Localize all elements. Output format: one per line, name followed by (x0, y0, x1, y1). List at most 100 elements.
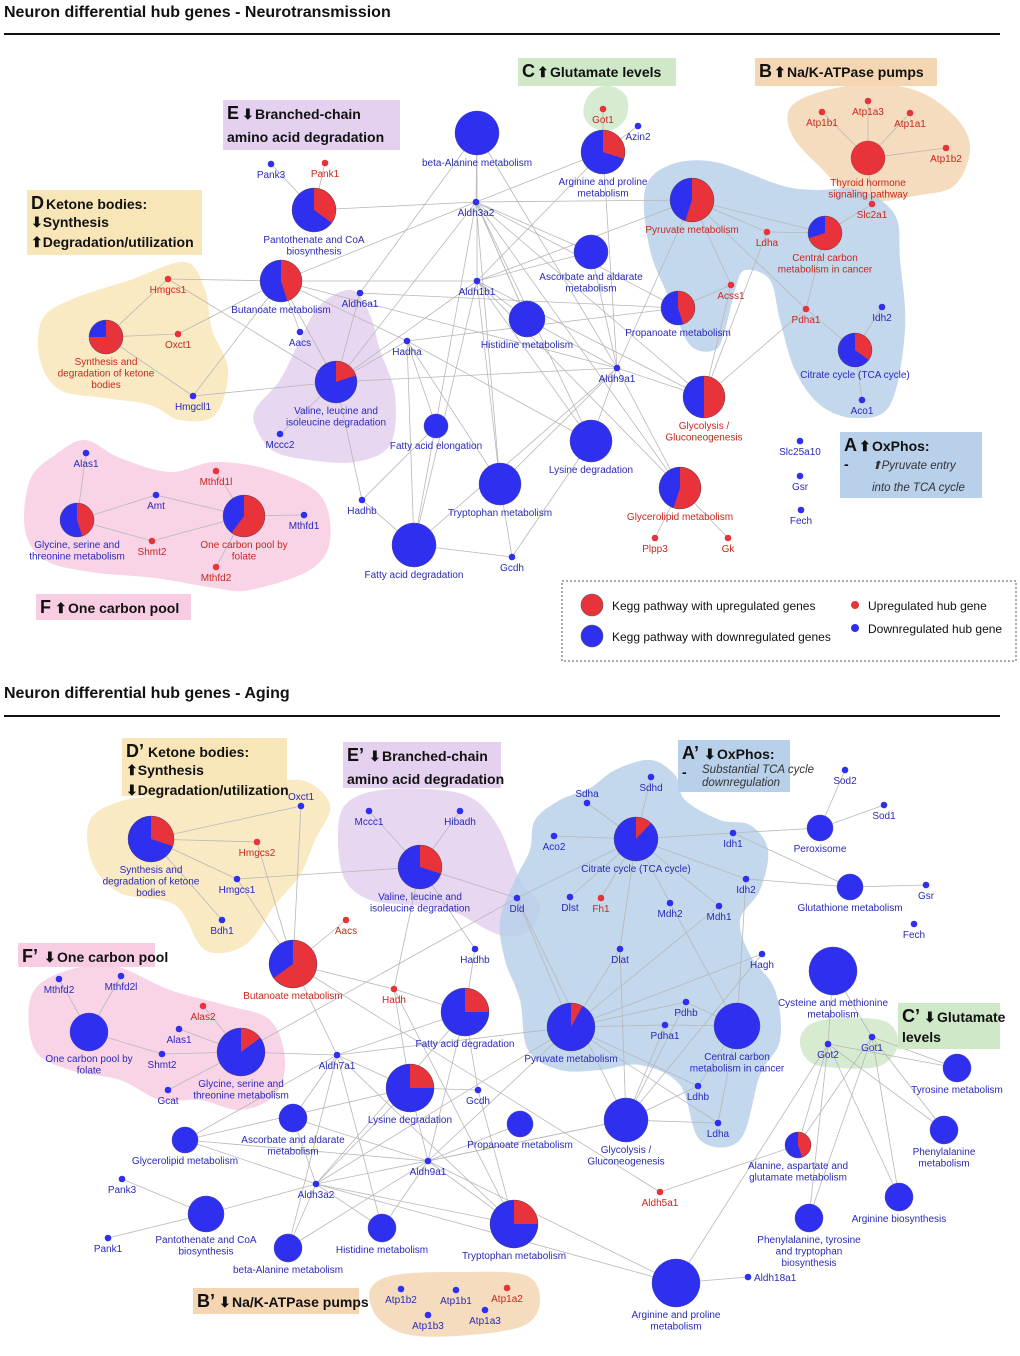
p2-pathway-label-tca: Citrate cycle (TCA cycle) (581, 864, 690, 875)
p1-edge-Aldh9a1-asc (590, 251, 618, 369)
p2-pathway-label-glycero: Glycerolipid metabolism (132, 1156, 238, 1167)
p2-gene-Aldh18a1-dot (744, 1273, 752, 1281)
p2-edge-Got2-phe (827, 1043, 945, 1131)
p1-gene-Mthfd1-dot (300, 511, 308, 519)
p2-annotation-D-text: D’ (126, 741, 144, 761)
p1-pathway-faelong (423, 413, 449, 439)
p2-pathway-gly (216, 1027, 266, 1077)
p2-annotation-D-text: ⬇Degradation/utilization (126, 782, 289, 798)
p2-pathway-label-perox: Peroxisome (794, 844, 847, 855)
p2-annotation-C-text: Glutamate (937, 1009, 1006, 1025)
p2-gene-Pdhb: Pdhb (674, 1008, 698, 1019)
p2-gene-Hmgcs1: Hmgcs1 (219, 885, 256, 896)
p2-gene-Aacs: Aacs (335, 926, 357, 937)
p2-gene-Oxct1: Oxct1 (288, 792, 315, 803)
p1-gene-Idh2-dot (878, 303, 886, 311)
p1-edge-Aldh3a2-glyc (475, 201, 705, 398)
p2-pathway-label-glyc: Glycolysis / (601, 1145, 652, 1156)
p2-edge-Got1-ala (797, 1036, 873, 1146)
p1-gene-Slc2a1-dot (868, 200, 876, 208)
p2-gene-Fech-dot (910, 920, 918, 928)
p2-annotation-F: F’ ⬇ One carbon pool (18, 943, 168, 967)
p2-pathway-label-glut: Glutathione metabolism (797, 903, 902, 914)
p2-gene-Atp1b1-dot (452, 1286, 460, 1294)
p1-gene-Aldh6a1: Aldh6a1 (342, 299, 379, 310)
p2-gene-Atp1a3: Atp1a3 (469, 1316, 501, 1327)
p2-gene-Pdhb-dot (682, 998, 690, 1006)
p1-pathway-argpro (580, 129, 626, 175)
p1-edge-pyruvate-ccm (691, 199, 826, 234)
p1-pathway-label-ccm: Central carbon (792, 253, 858, 264)
p1-pathway-label-pyruvate: Pyruvate metabolism (645, 225, 738, 236)
p2-pathway-label-asc: metabolism (267, 1147, 318, 1158)
p1-gene-Gk-dot (724, 534, 732, 542)
p2-gene-Aldh5a1-dot (656, 1188, 664, 1196)
p1-gene-Atp1a1: Atp1a1 (894, 119, 926, 130)
p1-pathway-buta (259, 259, 303, 303)
p1-annotation-F-text: F (40, 597, 51, 617)
p2-edge-Got2-tyr (827, 1043, 958, 1069)
p1-pathway-label-ocp: One carbon pool by (200, 540, 287, 551)
p2-edge-Aldh9a1-bala (287, 1160, 429, 1249)
p2-gene-Atp1b1: Atp1b1 (440, 1296, 472, 1307)
p1-blob-na-k-atpase (787, 84, 971, 202)
p2-pathway-tyr (942, 1053, 972, 1083)
p2-gene-Shmt2: Shmt2 (148, 1060, 177, 1071)
p2-gene-Aldh9a1: Aldh9a1 (410, 1167, 447, 1178)
p2-gene-Got1-dot (868, 1033, 876, 1041)
p2-edge-Idh1-perox (732, 827, 821, 834)
p1-pathway-hist (508, 300, 546, 338)
p1-gene-Mthfd1l: Mthfd1l (200, 477, 233, 488)
p2-pathway-label-pant: Pantothenate and CoA (155, 1235, 257, 1246)
p2-annotation-F-text: One carbon pool (57, 949, 168, 965)
p1-edge-Hmgcll1-buta (192, 280, 282, 397)
p2-edge-Got2-argpro (675, 1043, 829, 1284)
p2-blob-na-k-atpase (369, 1271, 540, 1337)
p2-pathway-buta (268, 939, 318, 989)
p1-annotation-C-text: Glutamate levels (550, 64, 661, 80)
p2-gene-Ldhb: Ldhb (687, 1092, 710, 1103)
p1-edge-Hmgcs1-val (167, 278, 337, 383)
p2-gene-Alas1-dot (175, 1025, 183, 1033)
p2-gene-Got1: Got1 (861, 1043, 883, 1054)
p2-gene-Hadh: Hadh (382, 995, 406, 1006)
p2-gene-Sdha: Sdha (575, 789, 599, 800)
p2-edge-Hagh-glyc (625, 953, 763, 1121)
p2-gene-Pank1: Pank1 (94, 1244, 123, 1255)
p1-annotation-D-text: ⬇Synthesis (31, 214, 109, 230)
p2-pathway-label-lys: Lysine degradation (368, 1115, 452, 1126)
p1-gene-Mthfd2-dot (212, 563, 220, 571)
p2-pathway-label-hist: Histidine metabolism (336, 1245, 428, 1256)
p2-annotation-C-text: ⬇ (924, 1009, 936, 1025)
p2-pathway-label-argbio: Arginine biosynthesis (852, 1214, 947, 1225)
p1-gene-Mthfd1l-dot (212, 467, 220, 475)
p2-gene-Idh1: Idh1 (723, 839, 743, 850)
p1-edge-Hadhb-faelong (361, 425, 437, 501)
p2-edge-Aldh7a1-trp (336, 1054, 515, 1225)
p1-gene-Pank1-dot (321, 159, 329, 167)
p1-pathway-label-glyc: Gluconeogenesis (665, 433, 742, 444)
p1-gene-Plpp3: Plpp3 (642, 544, 668, 555)
p2-annotation-A-text: ⬇ (704, 746, 716, 762)
p1-gene-Oxct1: Oxct1 (165, 340, 192, 351)
p1-edge-Aldh1b1-val (335, 280, 478, 383)
panel2-title: Neuron differential hub genes - Aging (4, 685, 290, 702)
p2-gene-Idh2: Idh2 (736, 885, 756, 896)
p1-annotation-B-text: ⬆ (774, 64, 786, 80)
p2-edge-Aldh9a1-glycero (184, 1139, 429, 1162)
p1-gene-Hadhb-dot (358, 496, 366, 504)
p1-gene-Aldh9a1-dot (613, 364, 621, 372)
p1-edge-Aldh1b1-fadeg (413, 280, 478, 546)
p1-gene-Atp1a1-dot (906, 109, 914, 117)
p1-gene-Acss1-dot (727, 281, 735, 289)
p1-gene-Alas1: Alas1 (73, 459, 98, 470)
p2-pathway-hist (367, 1213, 397, 1243)
p1-edge-Aldh1b1-lys (476, 280, 592, 442)
p2-pathway-ccm (713, 1002, 761, 1050)
p2-annotation-E-text: ⬇ (369, 748, 381, 764)
p1-gene-Hadhb: Hadhb (347, 506, 377, 517)
p2-annotation-A-text: Substantial TCA cycle (702, 764, 814, 776)
p2-edge-Aldh3a2-glyc (315, 1119, 627, 1185)
p1-edge-Aldh1b1-argpro (476, 151, 604, 282)
p1-pathway-prop (660, 290, 696, 326)
